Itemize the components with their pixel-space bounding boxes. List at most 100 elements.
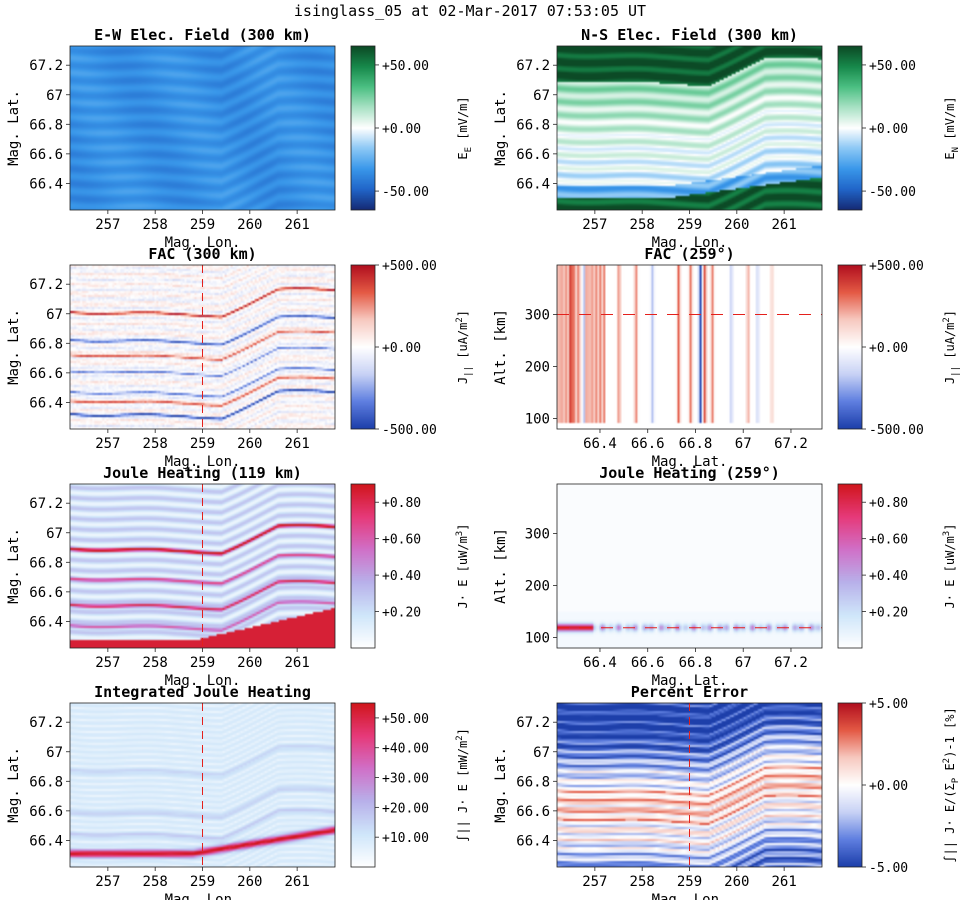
y-tick-label: 200 [525,360,550,376]
colorbar-tick-label: +0.20 [382,606,421,621]
y-tick-label: 100 [525,412,550,428]
heatmap-image [557,703,822,867]
x-tick-label: 257 [95,655,120,671]
x-tick-label: 67.2 [774,436,808,452]
y-tick-label: 67.2 [29,715,63,731]
y-tick-label: 66.4 [29,833,63,849]
panel-percent-error: Percent Error 257 258 259 260 261 66.4 66.6 66.8… [493,683,961,900]
y-tick-label: 67 [46,307,63,323]
heatmap-image [557,484,822,648]
panel-title: Integrated Joule Heating [94,683,311,701]
colorbar-tick-label: -500.00 [869,423,924,438]
colorbar-tick-label: +0.60 [869,533,908,548]
y-axis-label: Mag. Lat. [6,747,22,823]
x-tick-label: 260 [237,655,262,671]
panel-joule-profile: Joule Heating (259°) 66.4 66.6 66.8 67 67.2 10… [493,464,957,689]
colorbar-tick-label: +0.00 [869,779,908,794]
y-tick-label: 66.4 [516,833,550,849]
y-axis-label: Alt. [km] [493,528,509,604]
colorbar-label: J· E [uW/m3​] [942,524,957,609]
y-tick-label: 67 [533,88,550,104]
y-tick-label: 67 [533,745,550,761]
x-axis-label: Mag. Lon. [652,892,728,900]
colorbar [351,265,375,429]
x-tick-label: 261 [284,874,309,890]
y-axis-label: Mag. Lat. [6,90,22,166]
y-tick-label: 66.4 [29,176,63,192]
colorbar-tick-label: +0.00 [382,341,421,356]
y-tick-label: 67.2 [516,715,550,731]
x-tick-label: 259 [190,217,215,233]
x-axis-label: Mag. Lon. [165,454,241,470]
panel-ew-field: E-W Elec. Field (300 km) 257 258 259 260 261 6… [6,26,474,251]
x-tick-label: 259 [677,874,702,890]
x-tick-label: 260 [724,217,749,233]
x-tick-label: 67 [735,436,752,452]
colorbar-tick-label: +30.00 [382,772,429,787]
y-axis-label: Mag. Lat. [493,90,509,166]
x-tick-label: 66.8 [679,655,713,671]
y-axis-label: Mag. Lat. [493,747,509,823]
panel-joule-map: Joule Heating (119 km) 257 258 259 260 261 66.… [6,464,470,689]
y-tick-label: 66.8 [29,117,63,133]
colorbar [351,46,375,210]
x-tick-label: 258 [143,217,168,233]
x-tick-label: 257 [95,436,120,452]
x-tick-label: 259 [190,436,215,452]
x-axis-label: Mag. Lon. [165,673,241,689]
colorbar-tick-label: -500.00 [382,423,437,438]
plot-frame [556,483,823,649]
y-tick-label: 100 [525,631,550,647]
y-tick-label: 66.6 [29,804,63,820]
colorbar-tick-label: -5.00 [869,861,908,876]
colorbar-tick-label: +10.00 [382,831,429,846]
x-tick-label: 66.8 [679,436,713,452]
colorbar-tick-label: +20.00 [382,801,429,816]
x-tick-label: 260 [237,217,262,233]
panel-title: FAC (300 km) [148,245,256,263]
colorbar [838,265,862,429]
y-tick-label: 67.2 [29,277,63,293]
colorbar-label: J· E [uW/m3​] [455,524,470,609]
y-tick-label: 66.6 [516,147,550,163]
x-tick-label: 66.4 [583,655,617,671]
colorbar-tick-label: +0.00 [869,122,908,137]
y-tick-label: 200 [525,579,550,595]
x-tick-label: 261 [771,874,796,890]
colorbar-tick-label: +0.00 [382,122,421,137]
panel-title: Joule Heating (119 km) [103,464,302,482]
x-tick-label: 259 [190,655,215,671]
x-tick-label: 260 [237,436,262,452]
y-tick-label: 67.2 [29,496,63,512]
x-tick-label: 261 [284,217,309,233]
x-tick-label: 66.6 [631,436,665,452]
colorbar-tick-label: +500.00 [869,259,924,274]
x-tick-label: 258 [143,436,168,452]
x-tick-label: 259 [190,874,215,890]
heatmap-image [70,703,335,867]
colorbar-tick-label: +0.40 [382,569,421,584]
y-tick-label: 66.8 [29,555,63,571]
y-tick-label: 66.6 [516,804,550,820]
panel-title: E-W Elec. Field (300 km) [94,26,311,44]
colorbar [351,703,375,867]
x-tick-label: 257 [582,874,607,890]
colorbar-label: ∫|| J· E [mW/m2​] [455,728,470,842]
x-tick-label: 66.6 [631,655,665,671]
x-tick-label: 259 [677,217,702,233]
colorbar-tick-label: +50.00 [382,59,429,74]
x-tick-label: 260 [237,874,262,890]
colorbar [838,703,862,867]
colorbar-label: EE​ [mV/m] [456,96,474,159]
colorbar-tick-label: +500.00 [382,259,437,274]
x-axis-label: Mag. Lat. [652,454,728,470]
colorbar-tick-label: +0.40 [869,569,908,584]
x-axis-label: Mag. Lat. [652,673,728,689]
y-tick-label: 300 [525,526,550,542]
colorbar-tick-label: +40.00 [382,742,429,757]
y-tick-label: 67 [46,88,63,104]
y-axis-label: Mag. Lat. [6,528,22,604]
colorbar-tick-label: +50.00 [382,712,429,727]
panel-fac-profile: FAC (259°) 66.4 66.6 66.8 67 67.2 100 200 300 Mag… [493,245,961,470]
